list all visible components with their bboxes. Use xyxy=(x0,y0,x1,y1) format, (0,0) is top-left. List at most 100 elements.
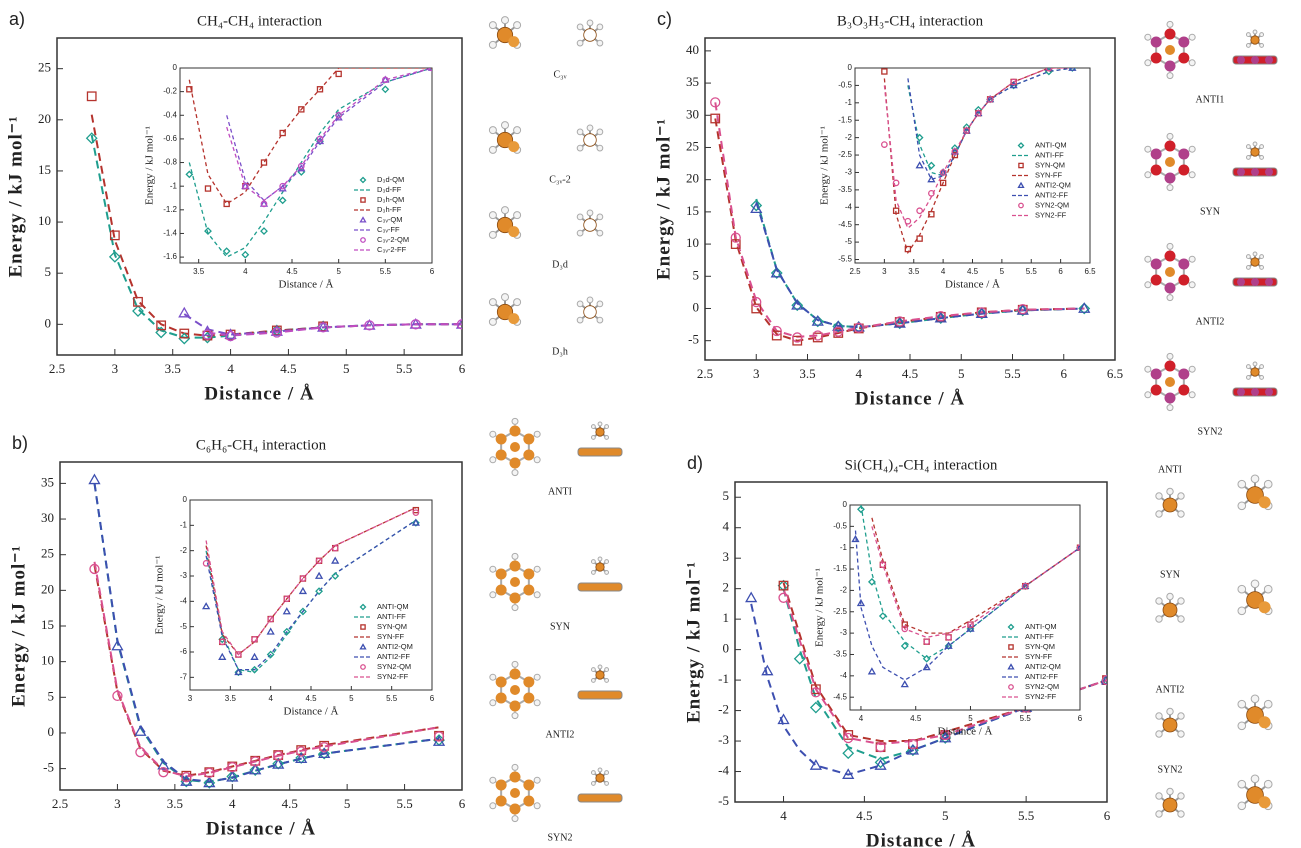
atom xyxy=(1151,53,1162,64)
ring-side xyxy=(578,691,622,699)
atom-h xyxy=(1260,265,1264,269)
atom xyxy=(510,772,521,783)
atom-h xyxy=(591,668,595,672)
atom-h xyxy=(1189,256,1195,262)
atom-h xyxy=(1189,392,1195,398)
y-tick-label: -1 xyxy=(180,520,188,529)
atom-h xyxy=(1178,493,1184,499)
ring-molecule xyxy=(490,661,540,718)
atom xyxy=(523,450,534,461)
y-tick-label: 35 xyxy=(686,74,699,89)
atom xyxy=(523,585,534,596)
side-molecule xyxy=(1233,278,1277,286)
atom-h xyxy=(514,299,521,306)
atom-h xyxy=(605,560,609,564)
y-tick-label: 25 xyxy=(38,60,51,75)
atom xyxy=(1178,53,1189,64)
x-tick-label: 4 xyxy=(229,796,236,811)
atom-h xyxy=(489,127,496,134)
y-tick-label: -2 xyxy=(845,133,853,142)
y-axis-label: Energy / kJ mol⁻¹ xyxy=(8,545,29,707)
atom xyxy=(1265,388,1273,396)
legend-label: C₃ᵥ-2-QM xyxy=(377,235,409,244)
atom-h xyxy=(501,294,508,301)
chart-title: CH₄-CH₄ interaction xyxy=(197,13,323,29)
ring-side xyxy=(578,794,622,802)
atom-h xyxy=(1145,146,1151,152)
atom-h xyxy=(1156,713,1162,719)
y-axis-label: Energy / kJ mol⁻¹ xyxy=(154,556,166,635)
x-tick-label: 5 xyxy=(336,267,341,276)
atom xyxy=(508,313,519,324)
atom-h xyxy=(577,214,583,220)
atom-h xyxy=(1264,585,1272,593)
ring-side xyxy=(578,448,622,456)
atom xyxy=(1265,278,1273,286)
atom-h xyxy=(1167,708,1173,714)
atom-h xyxy=(587,297,593,303)
x-tick-label: 4 xyxy=(268,694,273,703)
y-axis-label: Energy / kJ mol⁻¹ xyxy=(144,126,156,205)
x-tick-label: 5.5 xyxy=(386,694,398,703)
legend-label: SYN-QM xyxy=(1025,642,1055,651)
atom xyxy=(510,701,521,712)
y-tick-label: -6 xyxy=(180,647,188,656)
y-tick-label: -2 xyxy=(840,586,848,595)
x-tick-label: 6 xyxy=(1104,808,1111,823)
atom xyxy=(1165,157,1175,167)
atom-h xyxy=(514,22,521,29)
atom xyxy=(508,226,519,237)
atom-h xyxy=(1189,282,1195,288)
atom-h xyxy=(1167,295,1173,301)
atom xyxy=(523,693,534,704)
atom-h xyxy=(512,713,518,719)
ring-molecule xyxy=(1145,353,1195,410)
y-tick-label: -0.5 xyxy=(838,81,852,90)
ring-molecule xyxy=(490,553,540,610)
y-tick-label: -7 xyxy=(180,672,188,681)
atom xyxy=(496,434,507,445)
ring-side xyxy=(578,583,622,591)
atom-h xyxy=(1145,392,1151,398)
legend-label: SYN-FF xyxy=(1025,652,1053,661)
side-molecule xyxy=(578,794,622,802)
atom-h xyxy=(597,317,603,323)
legend-label: C₃ᵥ-2-FF xyxy=(377,245,407,254)
atom-h xyxy=(1156,616,1162,622)
molecule xyxy=(591,665,608,682)
x-tick-label: 4 xyxy=(227,361,234,376)
y-tick-label: -2.5 xyxy=(838,150,852,159)
y-tick-label: -1.5 xyxy=(833,564,847,573)
y-tick-label: 25 xyxy=(41,546,54,561)
atom xyxy=(510,458,521,469)
atom-h xyxy=(1253,142,1257,146)
y-tick-label: -4.5 xyxy=(838,220,852,229)
y-tick-label: -5 xyxy=(718,793,729,808)
y-tick-label: 0 xyxy=(723,641,730,656)
side-molecule xyxy=(578,583,622,591)
atom-h xyxy=(587,20,593,26)
structure-label: ANTI xyxy=(548,486,572,497)
atom-h xyxy=(1145,282,1151,288)
y-tick-label: 0 xyxy=(183,495,188,504)
atom-h xyxy=(1145,34,1151,40)
y-tick-label: 20 xyxy=(38,111,51,126)
legend-label: ANTI2-QM xyxy=(1025,662,1061,671)
atom-h xyxy=(577,129,583,135)
y-tick-label: -0.4 xyxy=(163,110,177,119)
y-tick-label: -4 xyxy=(718,763,729,778)
atom-h xyxy=(1260,145,1264,149)
atom-h xyxy=(534,803,540,809)
atom-h xyxy=(534,457,540,463)
atom xyxy=(1165,283,1176,294)
atom-h xyxy=(1167,353,1173,359)
structure-label: SYN2 xyxy=(1197,426,1222,437)
x-tick-label: 4.5 xyxy=(856,808,872,823)
y-tick-label: -5 xyxy=(43,760,54,775)
legend-label: ANTI-FF xyxy=(1035,150,1064,159)
atom xyxy=(1165,393,1176,404)
molecule xyxy=(489,207,520,239)
atom-h xyxy=(1238,502,1246,510)
atom-h xyxy=(1253,362,1257,366)
atom-h xyxy=(1167,185,1173,191)
